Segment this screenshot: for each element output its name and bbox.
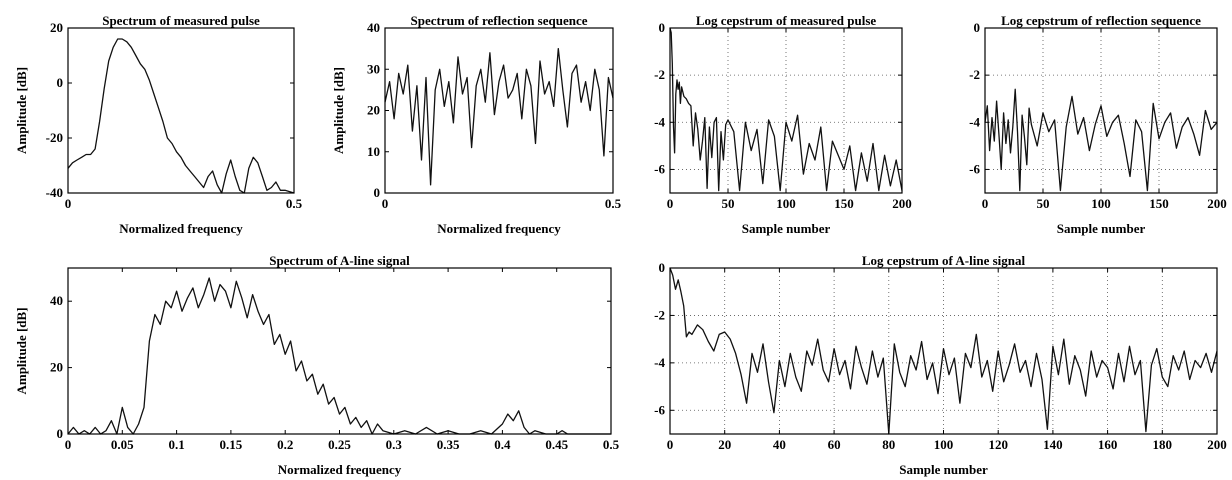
x-tick-label: 20 [718,437,731,452]
y-tick-label: -6 [969,161,980,176]
x-axis-label: Sample number [742,221,831,236]
y-axis-label: Amplitude [dB] [331,67,346,154]
x-tick-label: 80 [882,437,895,452]
y-tick-label: 0 [659,20,666,35]
x-tick-label: 0.2 [277,437,293,452]
axes-box [384,27,614,194]
x-axis-label: Normalized frequency [437,221,561,236]
series-line [984,88,1218,192]
y-tick-label: 0 [659,260,666,275]
y-tick-label: 0 [57,75,64,90]
series-line [669,267,1218,435]
x-tick-label: 150 [834,196,854,211]
x-tick-label: 40 [773,437,786,452]
series-line [669,27,903,192]
chart-title: Spectrum of measured pulse [102,13,260,28]
series-line [67,38,295,194]
y-tick-label: -6 [654,161,665,176]
x-tick-label: 100 [1091,196,1111,211]
y-tick-label: 20 [50,360,63,375]
y-tick-label: -40 [46,185,63,200]
series-line [384,47,614,186]
x-tick-label: 0.1 [168,437,184,452]
y-tick-label: -4 [654,114,665,129]
panel-spectrum-a-line-signal: 0 0.05 0.1 0.15 0.2 0.25 0.3 0.35 0.4 0.45 0.5 0 20 4… [14,253,620,477]
x-tick-label: 140 [1043,437,1063,452]
panel-spectrum-reflection-sequence: 0 0.5 0 10 20 30 40 Spectrum of reflection sequ… [331,13,622,236]
y-tick-label: 0 [974,20,981,35]
x-tick-label: 150 [1149,196,1169,211]
y-tick-label: 20 [50,20,63,35]
y-tick-label: 0 [57,426,64,441]
y-tick-label: -2 [654,307,665,322]
x-tick-label: 0.4 [494,437,511,452]
chart-title: Spectrum of A-line signal [269,253,410,268]
y-tick-label: 10 [367,144,380,159]
y-tick-label: -6 [654,402,665,417]
x-tick-label: 100 [776,196,796,211]
x-tick-label: 180 [1153,437,1173,452]
x-axis-label: Sample number [899,462,988,477]
y-tick-label: 40 [367,20,380,35]
x-tick-label: 0 [982,196,989,211]
x-tick-label: 0 [667,437,674,452]
x-tick-label: 0.5 [286,196,303,211]
y-tick-label: -4 [969,114,980,129]
x-tick-label: 0.5 [603,437,620,452]
y-tick-label: -4 [654,355,665,370]
y-tick-label: -2 [969,67,980,82]
x-tick-label: 200 [1207,437,1227,452]
x-tick-label: 60 [828,437,841,452]
y-tick-label: 0 [374,185,381,200]
x-axis-label: Normalized frequency [278,462,402,477]
x-tick-label: 0.25 [328,437,351,452]
x-axis-label: Normalized frequency [119,221,243,236]
chart-title: Log cepstrum of measured pulse [696,13,877,28]
y-tick-label: 20 [367,103,380,118]
x-tick-label: 120 [988,437,1008,452]
chart-title: Log cepstrum of reflection sequence [1001,13,1201,28]
panel-log-cepstrum-measured-pulse: 0 50 100 150 200 -6 -4 -2 0 Log cepstrum of measu… [654,13,912,236]
x-tick-label: 0.3 [386,437,403,452]
y-tick-label: 30 [367,61,380,76]
panel-log-cepstrum-a-line-signal: 0 20 40 60 80 100 120 140 160 180 200 -6 -4 -2 0 Log ce… [654,253,1227,477]
panel-log-cepstrum-reflection-sequence: 0 50 100 150 200 -6 -4 -2 0 Log cepstrum of refle… [969,13,1227,236]
y-tick-label: -20 [46,130,63,145]
x-tick-label: 0 [65,196,72,211]
x-tick-label: 200 [892,196,912,211]
panel-spectrum-measured-pulse: 0 0.5 -40 -20 0 20 Spectrum of measured pulse N… [14,13,303,236]
x-tick-label: 0.45 [545,437,568,452]
x-tick-label: 50 [1037,196,1050,211]
chart-title: Log cepstrum of A-line signal [862,253,1026,268]
y-tick-label: -2 [654,67,665,82]
x-tick-label: 0.05 [111,437,134,452]
x-tick-label: 0 [382,196,389,211]
series-line [67,277,611,435]
x-axis-label: Sample number [1057,221,1146,236]
y-axis-label: Amplitude [dB] [14,67,29,154]
x-tick-label: 160 [1098,437,1118,452]
axes-box [67,267,612,435]
x-tick-label: 100 [934,437,954,452]
x-tick-label: 50 [722,196,735,211]
x-tick-label: 0.5 [605,196,622,211]
axes-box [67,27,295,194]
y-axis-label: Amplitude [dB] [14,307,29,394]
x-tick-label: 0 [65,437,72,452]
x-tick-label: 200 [1207,196,1227,211]
x-tick-label: 0 [667,196,674,211]
chart-title: Spectrum of reflection sequence [410,13,587,28]
x-tick-label: 0.35 [437,437,460,452]
y-tick-label: 40 [50,293,63,308]
x-tick-label: 0.15 [220,437,243,452]
